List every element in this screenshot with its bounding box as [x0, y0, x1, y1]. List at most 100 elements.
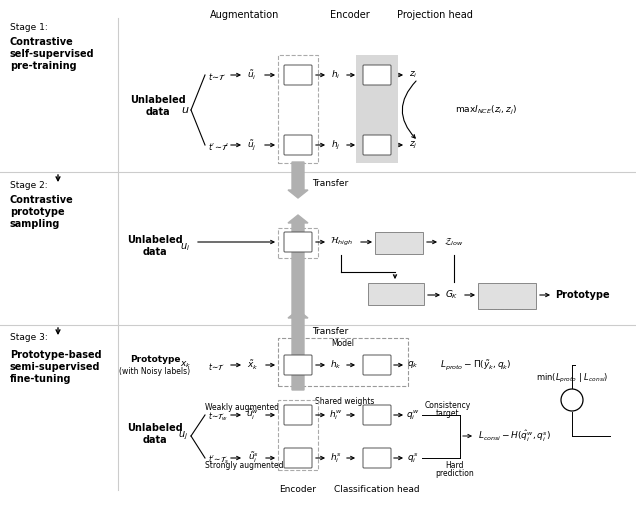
Text: Prototype-based: Prototype-based: [10, 350, 102, 360]
Text: pre-training: pre-training: [10, 61, 76, 71]
Text: $u_i$: $u_i$: [180, 241, 190, 253]
Text: $\oplus$: $\oplus$: [566, 394, 577, 406]
FancyArrow shape: [288, 215, 308, 315]
Text: Hard: Hard: [446, 461, 464, 470]
Text: Stage 1:: Stage 1:: [10, 23, 48, 33]
Text: (with Noisy labels): (with Noisy labels): [120, 367, 191, 376]
Text: Shared weights: Shared weights: [315, 397, 375, 406]
Text: Stage 2:: Stage 2:: [10, 180, 48, 189]
FancyBboxPatch shape: [284, 135, 312, 155]
Text: neighbor: neighbor: [490, 295, 524, 303]
Bar: [278, 228, 318, 258]
Text: Transfer: Transfer: [312, 178, 348, 187]
Text: $\mathcal{Z}_{low}$: $\mathcal{Z}_{low}$: [444, 236, 464, 248]
Text: Prototype: Prototype: [555, 290, 609, 300]
Text: $h_i^s$: $h_i^s$: [330, 451, 342, 465]
Text: semi-supervised: semi-supervised: [10, 362, 100, 372]
Text: Unlabeled: Unlabeled: [127, 235, 183, 245]
Text: $f(\cdot)$: $f(\cdot)$: [291, 452, 305, 464]
Text: $f(\cdot)$: $f(\cdot)$: [291, 409, 305, 421]
Text: Transfer: Transfer: [312, 328, 348, 336]
Text: Prototype: Prototype: [130, 356, 180, 365]
Text: Centroid: Centroid: [490, 285, 523, 295]
Text: prediction: prediction: [436, 469, 474, 479]
Text: $\tilde{u}_i^s$: $\tilde{u}_i^s$: [247, 451, 258, 465]
Text: Encoder: Encoder: [330, 10, 370, 20]
Text: Non linear: Non linear: [379, 235, 419, 243]
FancyArrow shape: [288, 310, 308, 390]
FancyArrow shape: [288, 162, 308, 198]
Text: $z_i$: $z_i$: [409, 70, 417, 80]
Text: prototype: prototype: [10, 207, 65, 217]
Text: $q_i^w$: $q_i^w$: [406, 408, 420, 422]
Text: $L_{consi} - H(\hat{q}_i^w, q_i^s)$: $L_{consi} - H(\hat{q}_i^w, q_i^s)$: [478, 428, 551, 443]
Text: Model: Model: [331, 338, 354, 347]
Text: $f(\cdot)$: $f(\cdot)$: [291, 359, 305, 371]
Bar: [356, 55, 398, 163]
Text: self-supervised: self-supervised: [10, 49, 95, 59]
Text: $\tilde{u}_i^w$: $\tilde{u}_i^w$: [247, 408, 259, 422]
Text: $\min(L_{proto}\ |\ L_{consi})$: $\min(L_{proto}\ |\ L_{consi})$: [536, 371, 608, 385]
Bar: [375, 232, 423, 254]
Text: $G_K$: $G_K$: [445, 289, 459, 301]
Bar: [278, 55, 318, 163]
Text: Unlabeled: Unlabeled: [130, 95, 186, 105]
FancyBboxPatch shape: [363, 355, 391, 375]
Text: $t\!\sim\!\mathcal{T}$: $t\!\sim\!\mathcal{T}$: [208, 72, 227, 82]
Text: target: target: [436, 408, 460, 418]
Text: $\tilde{x}_k$: $\tilde{x}_k$: [247, 358, 259, 372]
FancyBboxPatch shape: [363, 65, 391, 85]
Text: Unlabeled: Unlabeled: [127, 423, 183, 433]
FancyBboxPatch shape: [363, 448, 391, 468]
Text: $c(\cdot)$: $c(\cdot)$: [370, 452, 385, 464]
Text: $x_k$: $x_k$: [180, 360, 191, 370]
Text: $f(\cdot)$: $f(\cdot)$: [291, 236, 305, 248]
Text: Stage 3:: Stage 3:: [10, 333, 48, 342]
Text: Contrastive: Contrastive: [10, 37, 74, 47]
Text: data: data: [146, 107, 170, 117]
Text: $u_j$: $u_j$: [178, 430, 188, 442]
Text: Encoder: Encoder: [279, 486, 317, 494]
Text: $t\!\sim\!\mathcal{T}_w$: $t\!\sim\!\mathcal{T}_w$: [208, 411, 228, 423]
Text: sampling: sampling: [10, 219, 60, 229]
FancyBboxPatch shape: [363, 135, 391, 155]
Text: $q_k$: $q_k$: [407, 360, 419, 370]
Text: $t\!\sim\!\mathcal{T}$: $t\!\sim\!\mathcal{T}$: [208, 362, 225, 372]
Text: Classification head: Classification head: [334, 486, 420, 494]
Text: Contrastive: Contrastive: [10, 195, 74, 205]
Text: Clustering: Clustering: [377, 291, 416, 300]
Text: $L_{proto} - \Pi(\tilde{y}_k, q_k)$: $L_{proto} - \Pi(\tilde{y}_k, q_k)$: [440, 358, 511, 372]
Text: $\tilde{u}_i$: $\tilde{u}_i$: [247, 69, 257, 82]
Text: $u$: $u$: [181, 105, 190, 115]
FancyBboxPatch shape: [363, 405, 391, 425]
Text: Projection head: Projection head: [397, 10, 473, 20]
Text: $h_k$: $h_k$: [330, 359, 342, 371]
Text: $\mathcal{H}_{high}$: $\mathcal{H}_{high}$: [329, 236, 352, 248]
Text: $\tilde{u}_j$: $\tilde{u}_j$: [247, 138, 257, 152]
Text: selection: selection: [490, 303, 524, 312]
Text: $t'\!\sim\!\mathcal{T}'$: $t'\!\sim\!\mathcal{T}'$: [208, 142, 230, 152]
Text: fine-tuning: fine-tuning: [10, 374, 71, 384]
Text: $z_j$: $z_j$: [409, 140, 417, 150]
Bar: [368, 283, 424, 305]
Circle shape: [561, 389, 583, 411]
Text: $g(\cdot)$: $g(\cdot)$: [369, 69, 385, 81]
Bar: [278, 400, 318, 470]
Text: Consistency: Consistency: [425, 400, 471, 409]
Text: $t'\!\sim\!\mathcal{T}_s$: $t'\!\sim\!\mathcal{T}_s$: [208, 454, 229, 466]
Text: Strongly augmented: Strongly augmented: [205, 461, 284, 470]
Text: data: data: [142, 435, 167, 445]
FancyBboxPatch shape: [284, 65, 312, 85]
Text: $f(\cdot)$: $f(\cdot)$: [291, 139, 305, 151]
Text: $q_i^s$: $q_i^s$: [407, 451, 418, 465]
Text: $g(\cdot)$: $g(\cdot)$: [369, 139, 385, 151]
Bar: [478, 283, 536, 309]
Text: $h_i$: $h_i$: [331, 69, 341, 81]
Text: $h_j$: $h_j$: [331, 139, 341, 151]
Text: data: data: [142, 247, 167, 257]
Text: Augmentation: Augmentation: [211, 10, 280, 20]
FancyBboxPatch shape: [284, 355, 312, 375]
Text: $c(\cdot)$: $c(\cdot)$: [370, 409, 385, 421]
FancyBboxPatch shape: [284, 448, 312, 468]
Bar: [278, 338, 408, 386]
